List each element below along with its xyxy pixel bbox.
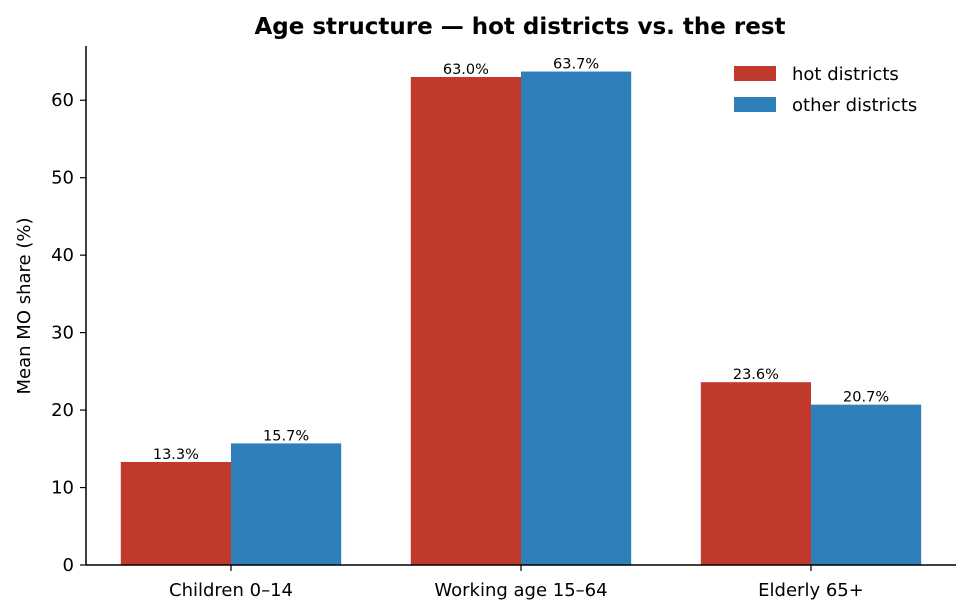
y-tick-label: 50 <box>51 168 74 189</box>
bar-value-label: 20.7% <box>843 390 889 406</box>
x-tick-label: Elderly 65+ <box>758 580 864 601</box>
bar-value-label: 63.7% <box>553 57 599 73</box>
bar <box>410 76 521 565</box>
y-tick-label: 20 <box>51 400 74 421</box>
legend-label: hot districts <box>792 64 899 85</box>
y-tick-label: 60 <box>51 90 74 111</box>
y-tick-label: 0 <box>63 555 74 576</box>
bar <box>231 443 342 565</box>
bar <box>700 382 811 565</box>
x-tick-label: Children 0–14 <box>169 580 293 601</box>
legend: hot districts other districts <box>734 64 917 116</box>
legend-label: other districts <box>792 95 917 116</box>
x-tick-label: Working age 15–64 <box>434 580 607 601</box>
bar-value-label: 13.3% <box>153 447 199 463</box>
y-tick-label: 30 <box>51 323 74 344</box>
chart-title: Age structure — hot districts vs. the re… <box>254 14 785 40</box>
y-tick-label: 40 <box>51 245 74 266</box>
y-tick-label: 10 <box>51 478 74 499</box>
y-axis-ticks: 0 10 20 30 40 50 60 <box>51 90 86 576</box>
legend-swatch <box>734 66 776 81</box>
bar <box>521 71 632 565</box>
y-axis-label: Mean MO share (%) <box>14 218 35 395</box>
bar-value-label: 15.7% <box>263 428 309 444</box>
data-labels-layer: 13.3% 15.7% 63.0% 63.7% 23.6% 20.7% <box>153 57 889 463</box>
legend-swatch <box>734 97 776 112</box>
bar <box>811 404 922 565</box>
bar-value-label: 63.0% <box>443 62 489 78</box>
bars-layer <box>120 71 922 565</box>
bar-value-label: 23.6% <box>733 367 779 383</box>
x-axis-ticks: Children 0–14 Working age 15–64 Elderly 65… <box>169 565 864 601</box>
bar <box>120 461 231 565</box>
